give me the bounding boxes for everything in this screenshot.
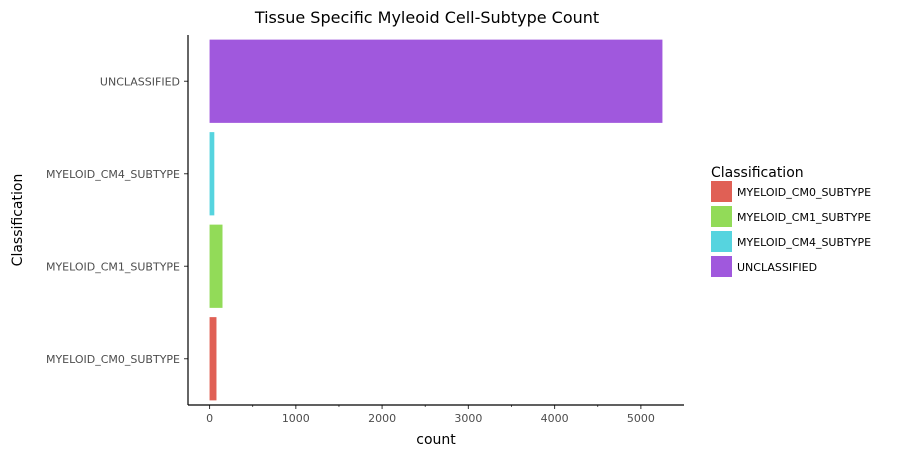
legend-label-myeloid-cm4-subtype: MYELOID_CM4_SUBTYPE <box>737 236 871 249</box>
y-tick-label-unclassified: UNCLASSIFIED <box>100 75 180 88</box>
bar-unclassified <box>209 39 663 123</box>
y-tick-label-myeloid-cm1-subtype: MYELOID_CM1_SUBTYPE <box>46 260 180 273</box>
y-tick-label-myeloid-cm0-subtype: MYELOID_CM0_SUBTYPE <box>46 353 180 366</box>
y-tick-label-myeloid-cm4-subtype: MYELOID_CM4_SUBTYPE <box>46 168 180 181</box>
x-tick-label-3000: 3000 <box>454 412 482 425</box>
legend-label-myeloid-cm0-subtype: MYELOID_CM0_SUBTYPE <box>737 186 871 199</box>
x-tick-label-1000: 1000 <box>282 412 310 425</box>
y-axis-title: Classification <box>10 174 26 267</box>
bars-layer <box>209 39 663 401</box>
legend-swatch-myeloid-cm0-subtype <box>711 181 732 202</box>
bar-myeloid-cm0-subtype <box>209 317 217 401</box>
x-axis-title: count <box>416 432 456 448</box>
legend-swatch-unclassified <box>711 256 732 277</box>
x-tick-label-5000: 5000 <box>627 412 655 425</box>
legend-swatch-myeloid-cm4-subtype <box>711 231 732 252</box>
legend-label-unclassified: UNCLASSIFIED <box>737 261 817 274</box>
x-tick-label-4000: 4000 <box>541 412 569 425</box>
x-tick-label-2000: 2000 <box>368 412 396 425</box>
legend-label-myeloid-cm1-subtype: MYELOID_CM1_SUBTYPE <box>737 211 871 224</box>
chart-title: Tissue Specific Myleoid Cell-Subtype Cou… <box>254 8 599 27</box>
x-ticks-layer: 0 1000 2000 3000 4000 5000 <box>206 405 655 425</box>
x-tick-label-0: 0 <box>206 412 213 425</box>
y-ticks-layer: MYELOID_CM0_SUBTYPE MYELOID_CM1_SUBTYPE MY… <box>46 75 188 366</box>
legend-title: Classification <box>711 165 804 181</box>
bar-myeloid-cm4-subtype <box>209 132 215 216</box>
legend: Classification MYELOID_CM0_SUBTYPE MYELOI… <box>711 165 871 277</box>
legend-swatch-myeloid-cm1-subtype <box>711 206 732 227</box>
bar-myeloid-cm1-subtype <box>209 224 223 308</box>
